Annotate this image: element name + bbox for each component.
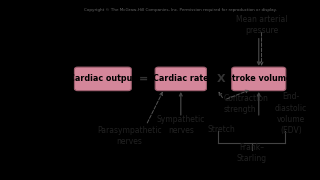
Text: Cardiac output: Cardiac output: [69, 74, 136, 83]
Text: Mean arterial
pressure: Mean arterial pressure: [236, 15, 287, 35]
Text: Stroke volume: Stroke volume: [226, 74, 292, 83]
Text: Sympathetic
nerves: Sympathetic nerves: [156, 114, 205, 135]
Text: Copyright © The McGraw-Hill Companies, Inc. Permission required for reproduction: Copyright © The McGraw-Hill Companies, I…: [84, 8, 277, 12]
FancyBboxPatch shape: [155, 67, 206, 91]
Text: End-
diastolic
volume
(EDV): End- diastolic volume (EDV): [275, 93, 307, 135]
Text: Stretch: Stretch: [207, 125, 235, 134]
Text: =: =: [139, 74, 148, 84]
Text: Contraction
strength: Contraction strength: [224, 94, 269, 114]
FancyBboxPatch shape: [75, 67, 131, 91]
Text: X: X: [217, 74, 226, 84]
Text: Parasympathetic
nerves: Parasympathetic nerves: [97, 125, 162, 146]
Text: Cardiac rate: Cardiac rate: [153, 74, 209, 83]
Text: Frank–
Starling: Frank– Starling: [237, 143, 267, 163]
FancyBboxPatch shape: [232, 67, 286, 91]
